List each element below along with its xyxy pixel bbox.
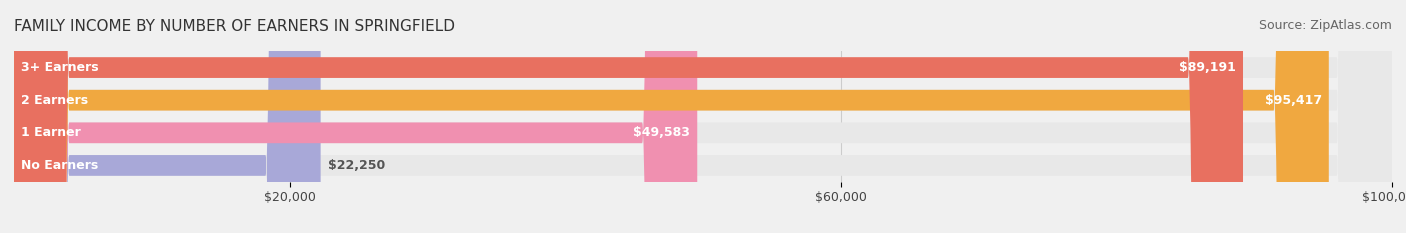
FancyBboxPatch shape [14,0,1392,233]
Text: Source: ZipAtlas.com: Source: ZipAtlas.com [1258,19,1392,32]
Text: 2 Earners: 2 Earners [21,94,89,107]
FancyBboxPatch shape [14,0,1392,233]
Text: $89,191: $89,191 [1180,61,1236,74]
FancyBboxPatch shape [14,0,1392,233]
Text: 1 Earner: 1 Earner [21,126,80,139]
FancyBboxPatch shape [14,0,1392,233]
FancyBboxPatch shape [14,0,1329,233]
FancyBboxPatch shape [14,0,321,233]
Text: No Earners: No Earners [21,159,98,172]
FancyBboxPatch shape [14,0,697,233]
FancyBboxPatch shape [14,0,1243,233]
Text: $22,250: $22,250 [328,159,385,172]
Text: $95,417: $95,417 [1265,94,1322,107]
Text: 3+ Earners: 3+ Earners [21,61,98,74]
Text: FAMILY INCOME BY NUMBER OF EARNERS IN SPRINGFIELD: FAMILY INCOME BY NUMBER OF EARNERS IN SP… [14,19,456,34]
Text: $49,583: $49,583 [634,126,690,139]
